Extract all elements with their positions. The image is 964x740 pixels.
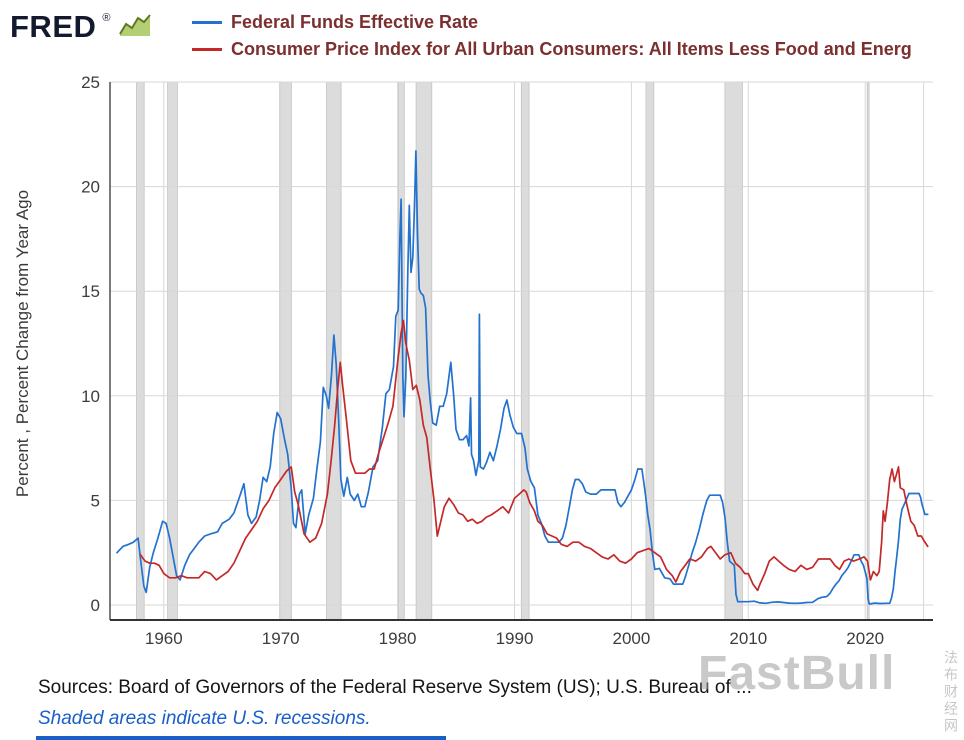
legend-label-fed-funds: Federal Funds Effective Rate (231, 12, 479, 32)
y-tick-label: 20 (81, 178, 100, 197)
partially-visible-link-underline[interactable] (36, 736, 446, 740)
recession-band (415, 81, 433, 621)
sources-text: Sources: Board of Governors of the Feder… (38, 677, 752, 698)
recession-band (520, 81, 530, 621)
y-tick-label: 25 (81, 73, 100, 92)
legend-swatch-blue-line (192, 21, 222, 24)
chart-header: FRED ® Federal Funds Effective Rate Cons… (0, 0, 964, 70)
legend-label-core-cpi: Consumer Price Index for All Urban Consu… (231, 39, 912, 59)
vertical-cjk-watermark: 法布财经网 (943, 650, 959, 735)
y-axis-title: Percent , Percent Change from Year Ago (13, 190, 32, 497)
fred-logo-text: FRED (10, 9, 97, 44)
x-tick-label: 1980 (379, 629, 417, 648)
x-tick-label: 1990 (496, 629, 534, 648)
x-tick-label: 1970 (262, 629, 300, 648)
recession-band (866, 81, 870, 621)
x-tick-label: 2020 (846, 629, 884, 648)
fred-sparkline-icon (117, 11, 153, 44)
y-tick-label: 5 (91, 491, 100, 510)
registered-trademark-mark: ® (102, 12, 111, 24)
legend-item-fed-funds: Federal Funds Effective Rate (192, 9, 964, 36)
y-tick-label: 0 (91, 596, 100, 615)
fed-funds-series-line (116, 150, 929, 605)
y-tick-label: 15 (81, 282, 100, 301)
fred-logo: FRED ® (10, 8, 192, 70)
recession-note-link[interactable]: Shaded areas indicate U.S. recessions. (38, 708, 371, 729)
recession-band (326, 81, 342, 621)
fastbull-watermark: FastBull (698, 647, 896, 700)
chart-plot-area: 0 5 10 15 20 25 1960 1970 1980 1990 2000 2010 2020 Pe… (13, 73, 933, 648)
recession-band (279, 81, 292, 621)
x-tick-label: 2000 (612, 629, 650, 648)
recession-band (645, 81, 655, 621)
core-cpi-series-line (139, 319, 929, 592)
chart-footer: Sources: Board of Governors of the Feder… (0, 655, 964, 730)
chart-legend: Federal Funds Effective Rate Consumer Pr… (192, 8, 964, 70)
y-tick-label: 10 (81, 387, 100, 406)
x-tick-label: 2010 (729, 629, 767, 648)
legend-swatch-red-line (192, 48, 222, 51)
x-tick-label: 1960 (145, 629, 183, 648)
legend-item-core-cpi: Consumer Price Index for All Urban Consu… (192, 36, 964, 63)
